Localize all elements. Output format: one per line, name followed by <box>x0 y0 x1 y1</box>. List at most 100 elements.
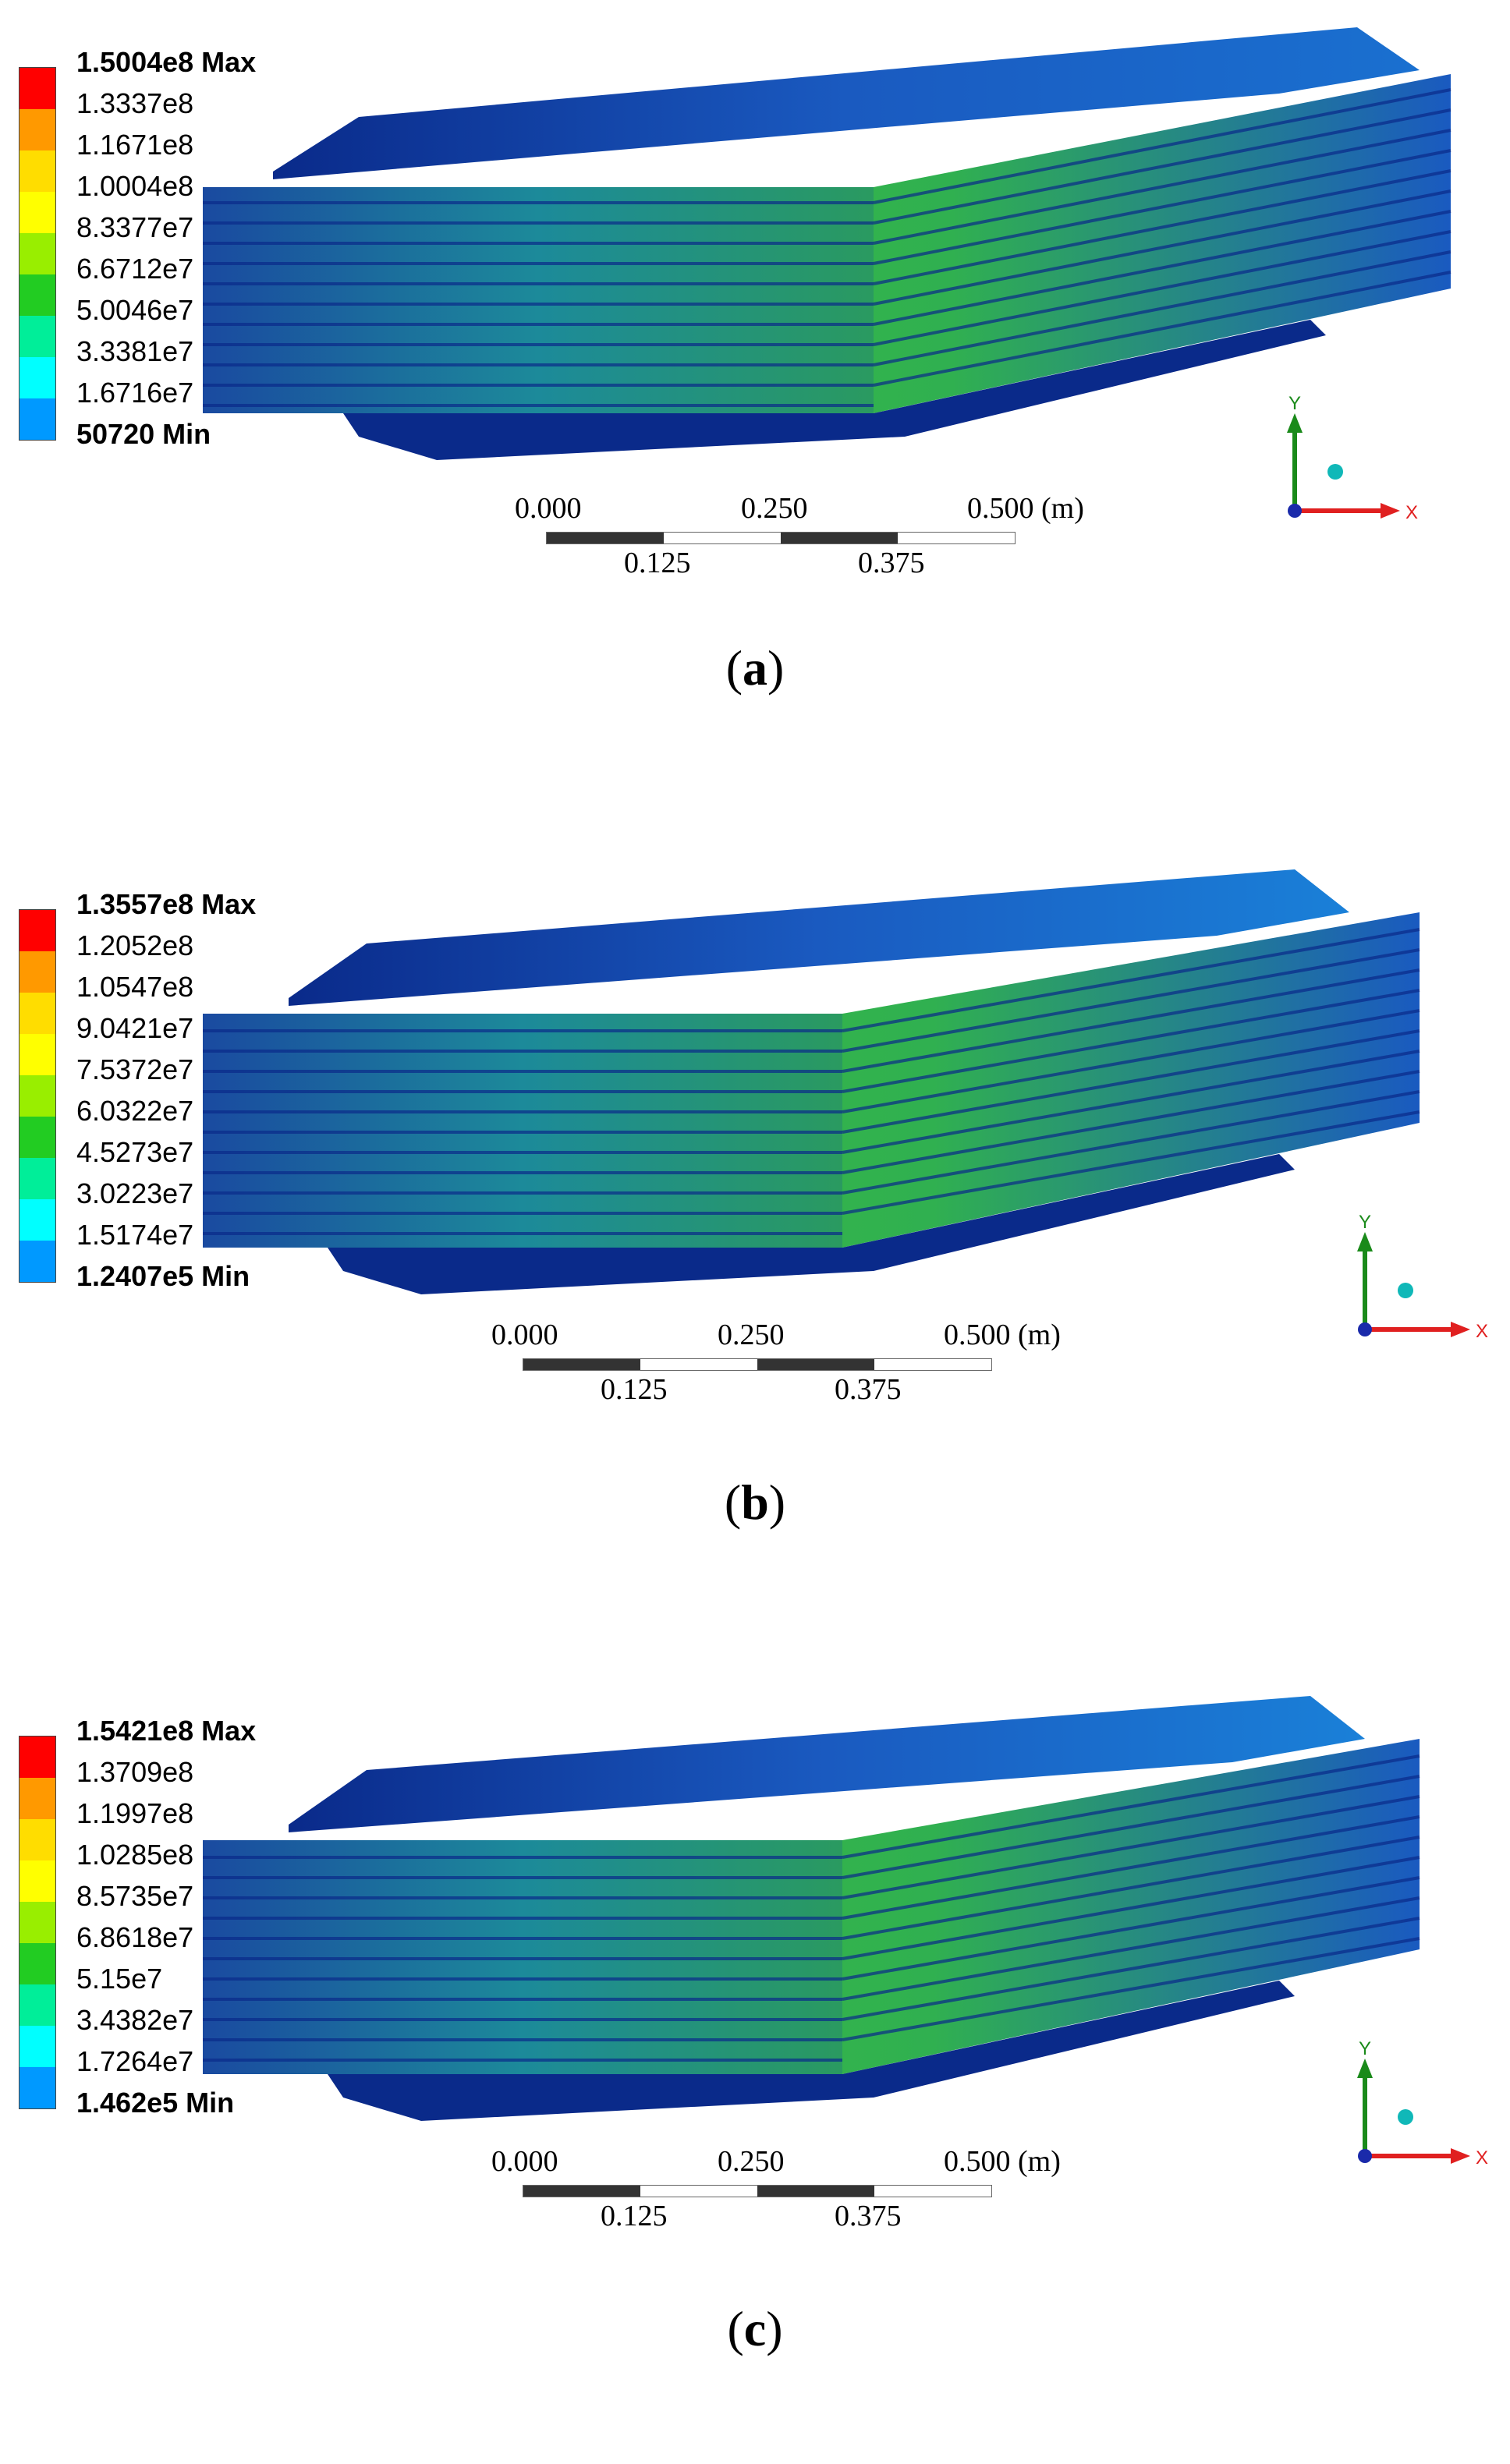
legend-max-label: 1.5421e8 Max <box>76 1715 257 1747</box>
legend-label: 3.3381e7 <box>76 335 194 367</box>
z-axis-dot <box>1358 1322 1372 1336</box>
legend-swatch-column <box>19 909 56 1283</box>
legend-min-label: 50720 Min <box>76 418 211 450</box>
scale-ruler <box>523 2185 992 2197</box>
model-fin-lines <box>203 1754 1420 2062</box>
legend-label: 1.7264e7 <box>76 2045 194 2077</box>
legend-swatch <box>19 316 55 357</box>
model-top-cover <box>289 869 1349 1006</box>
legend-label: 5.0046e7 <box>76 294 194 326</box>
legend-swatch <box>19 1034 55 1075</box>
legend-label: 6.6712e7 <box>76 253 194 285</box>
legend-max-label: 1.3557e8 Max <box>76 888 257 920</box>
legend-label: 1.0004e8 <box>76 170 194 202</box>
caption-letter: a <box>743 640 767 696</box>
legend-swatch <box>19 274 55 316</box>
legend-swatch <box>19 1241 55 1282</box>
scale-ruler <box>546 532 1016 544</box>
scale-label: 0.000 <box>491 1319 558 1351</box>
x-axis-label: X <box>1476 2147 1488 2168</box>
legend-swatch <box>19 1158 55 1199</box>
legend-label: 5.15e7 <box>76 1963 163 1995</box>
view-sphere-icon <box>1327 464 1343 480</box>
y-axis-label: Y <box>1288 393 1301 414</box>
legend-label: 4.5273e7 <box>76 1136 194 1168</box>
scale-label: 0.250 <box>718 2145 785 2178</box>
scale-label: 0.125 <box>601 2200 668 2232</box>
legend-swatch <box>19 2067 55 2108</box>
legend-label: 1.1671e8 <box>76 129 194 161</box>
legend-label: 8.3377e7 <box>76 211 194 243</box>
scale-label: 0.375 <box>858 547 925 579</box>
panel-a: 1.5004e8 Max 1.3337e8 1.1671e8 1.0004e8 … <box>0 0 1510 811</box>
axis-triad: Y X <box>1357 1212 1488 1342</box>
legend-label: 3.0223e7 <box>76 1177 194 1209</box>
y-axis-label: Y <box>1359 2038 1371 2059</box>
legend-swatch-column <box>19 67 56 441</box>
view-sphere-icon <box>1398 2109 1413 2125</box>
scale-bar: 0.000 0.250 0.500 (m) 0.125 0.375 <box>491 2144 1061 2238</box>
legend-label: 7.5372e7 <box>76 1053 194 1085</box>
legend-label: 1.0285e8 <box>76 1839 194 1871</box>
legend-swatch <box>19 357 55 398</box>
legend-swatch <box>19 192 55 233</box>
legend-swatch <box>19 2026 55 2067</box>
legend-swatch <box>19 1902 55 1943</box>
model-top-cover <box>289 1696 1365 1832</box>
legend-swatch <box>19 1117 55 1158</box>
scale-label: 0.250 <box>741 492 808 525</box>
scale-label: 0.000 <box>515 492 582 525</box>
legend-label: 6.0322e7 <box>76 1095 194 1127</box>
legend-label: 8.5735e7 <box>76 1880 194 1912</box>
model-bottom-plate <box>343 320 1326 460</box>
scale-label: 0.500 (m) <box>967 492 1084 525</box>
model-front-face <box>203 187 874 413</box>
scale-label: 0.500 (m) <box>944 2145 1061 2178</box>
model-bottom-plate <box>328 1154 1295 1294</box>
axis-triad: Y X <box>1357 2038 1488 2168</box>
legend-swatch <box>19 233 55 274</box>
model-bottom-plate <box>328 1981 1295 2121</box>
panel-b: 1.3557e8 Max 1.2052e8 1.0547e8 9.0421e7 … <box>0 827 1510 1637</box>
model-fin-lines <box>203 88 1452 407</box>
model-top-cover <box>273 27 1420 179</box>
model-fin-lines <box>203 928 1420 1235</box>
scale-label: 0.000 <box>491 2145 558 2178</box>
legend-min-label: 1.2407e5 Min <box>76 1260 250 1292</box>
x-axis-label: X <box>1476 1321 1488 1342</box>
z-axis-dot <box>1358 2149 1372 2163</box>
legend-swatch <box>19 993 55 1034</box>
legend-swatch <box>19 910 55 951</box>
legend-label: 1.1997e8 <box>76 1797 194 1829</box>
panel-caption: (b) <box>724 1475 786 1530</box>
legend-swatch <box>19 398 55 440</box>
scale-label: 0.125 <box>601 1373 668 1406</box>
axis-triad: Y X <box>1287 393 1418 523</box>
legend-max-label: 1.5004e8 Max <box>76 46 257 78</box>
fea-model-render <box>203 869 1420 1294</box>
caption-letter: c <box>743 2301 767 2356</box>
legend-swatch <box>19 951 55 993</box>
legend-swatch-column <box>19 1736 56 2109</box>
legend-swatch <box>19 150 55 192</box>
legend-swatch <box>19 109 55 150</box>
legend-swatch <box>19 1736 55 1778</box>
legend-label: 9.0421e7 <box>76 1012 194 1044</box>
panel-caption: (a) <box>725 640 785 696</box>
scale-label: 0.375 <box>835 2200 902 2232</box>
legend-swatch <box>19 1199 55 1241</box>
scale-label: 0.375 <box>835 1373 902 1406</box>
x-axis-label: X <box>1405 502 1418 523</box>
legend-label: 1.3337e8 <box>76 87 194 119</box>
legend-label: 1.6716e7 <box>76 377 194 409</box>
legend-label: 1.2052e8 <box>76 929 194 961</box>
scale-ruler <box>523 1358 992 1371</box>
scale-label: 0.500 (m) <box>944 1319 1061 1351</box>
legend-swatch <box>19 1984 55 2026</box>
scale-bar: 0.000 0.250 0.500 (m) 0.125 0.375 <box>515 491 1084 585</box>
legend-label: 1.5174e7 <box>76 1219 194 1251</box>
legend-label: 1.0547e8 <box>76 971 194 1003</box>
fea-model-render <box>203 27 1452 460</box>
view-sphere-icon <box>1398 1283 1413 1298</box>
y-axis-label: Y <box>1359 1212 1371 1233</box>
